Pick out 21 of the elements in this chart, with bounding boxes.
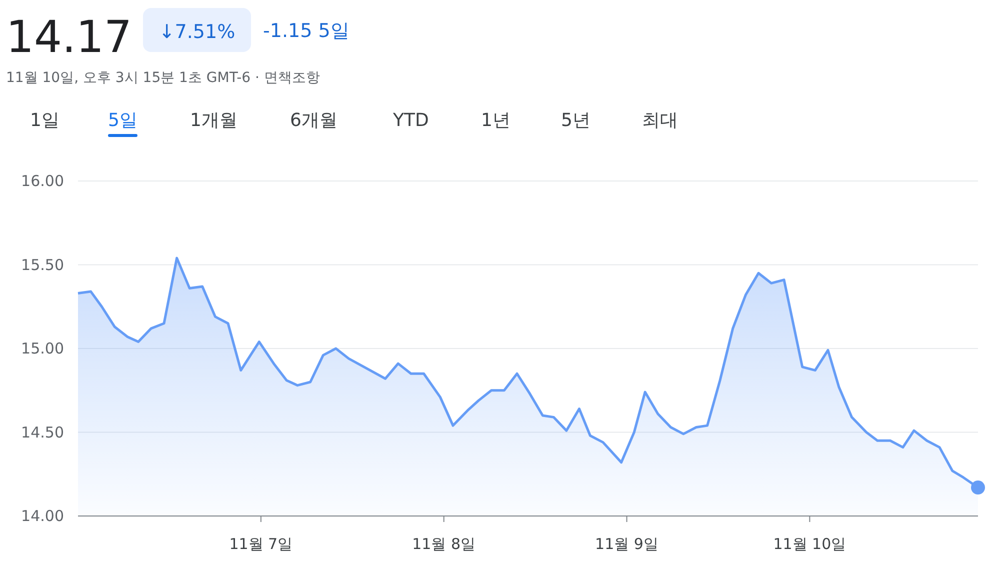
y-tick-label: 15.50	[21, 256, 64, 274]
title: 14.17	[6, 12, 132, 63]
text: 6개월	[290, 110, 338, 131]
y-tick-label: 15.00	[21, 340, 64, 358]
text: 5년	[561, 110, 590, 131]
x-tick-label: 11월 10일	[773, 535, 846, 553]
x-tick-label: 11월 9일	[595, 535, 658, 553]
text: -1.15 5일	[263, 20, 350, 42]
y-tick-label: 16.00	[21, 172, 64, 190]
text: 5일	[108, 110, 138, 131]
text: 1일	[30, 110, 60, 131]
text: 1개월	[190, 110, 238, 131]
x-tick-label: 11월 7일	[229, 535, 293, 553]
text: 1년	[481, 110, 510, 131]
chart-subtitle: 11월 10일, 오후 3시 15분 1초 GMT-6 · 면책조항	[6, 70, 320, 86]
change-pill: ↓7.51%	[143, 8, 251, 52]
text: YTD	[392, 110, 429, 131]
y-tick-label: 14.50	[21, 423, 64, 442]
y-tick-label: 14.00	[21, 507, 64, 525]
x-tick-label: 11월 8일	[412, 535, 476, 553]
text: 최대	[642, 110, 678, 131]
